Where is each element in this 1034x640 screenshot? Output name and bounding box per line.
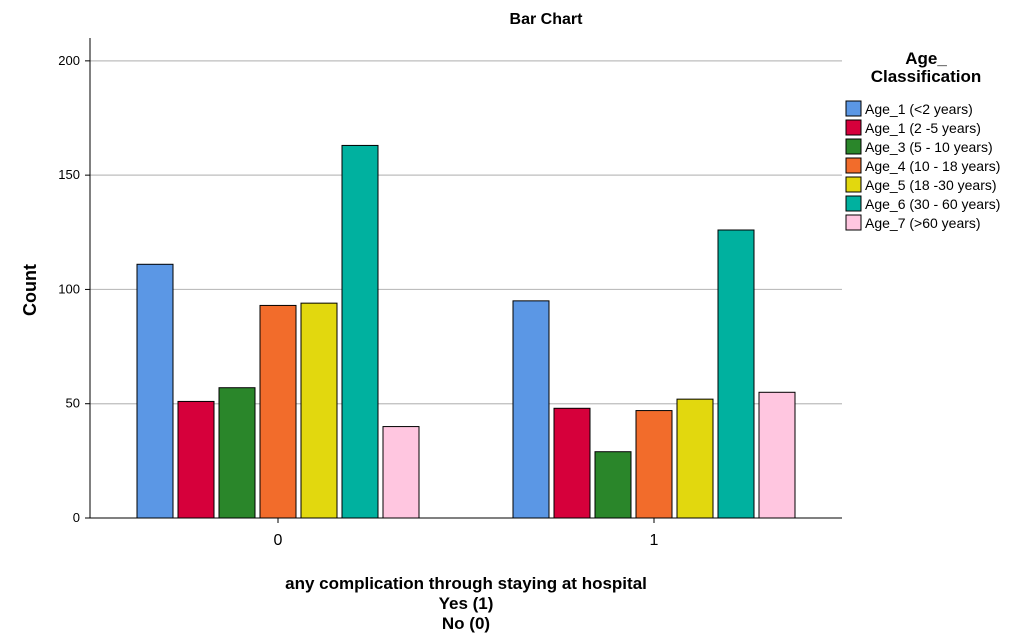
bar <box>218 387 256 519</box>
gridlines <box>90 60 842 405</box>
bar <box>717 229 755 519</box>
legend: Age_1 (<2 years) Age_1 (2 -5 years) Age_3 … <box>845 100 1000 231</box>
y-tick-label: 50 <box>66 396 80 411</box>
y-axis: 0 50 100 150 200 <box>58 38 91 525</box>
bar <box>382 426 420 519</box>
legend-label: Age_1 (<2 years) <box>865 101 973 117</box>
legend-label: Age_4 (10 - 18 years) <box>865 158 1000 174</box>
legend-swatch <box>845 119 862 136</box>
legend-swatch <box>845 100 862 117</box>
y-axis-label: Count <box>20 264 40 316</box>
x-axis-label-line-3: No (0) <box>442 614 490 633</box>
x-axis-label-line-1: any complication through staying at hosp… <box>285 574 647 593</box>
x-tick-label: 0 <box>274 532 283 549</box>
bar <box>259 304 297 519</box>
y-tick-label: 150 <box>58 167 80 182</box>
chart-title: Bar Chart <box>510 11 584 28</box>
y-tick-label: 0 <box>73 510 80 525</box>
legend-swatch <box>845 214 862 231</box>
legend-swatch <box>845 157 862 174</box>
legend-title-line-1: Age_ <box>905 49 947 68</box>
legend-label: Age_5 (18 -30 years) <box>865 177 997 193</box>
y-tick-label: 200 <box>58 53 80 68</box>
bar <box>136 263 174 519</box>
legend-swatch <box>845 138 862 155</box>
y-tick-label: 100 <box>58 281 80 296</box>
legend-title-line-2: Classification <box>871 67 982 86</box>
bar <box>300 302 338 519</box>
legend-label: Age_6 (30 - 60 years) <box>865 196 1000 212</box>
legend-swatch <box>845 195 862 212</box>
bar <box>635 410 673 519</box>
bar <box>594 451 632 519</box>
legend-label: Age_3 (5 - 10 years) <box>865 139 993 155</box>
bars-group <box>136 144 796 519</box>
x-tick-label: 1 <box>650 532 659 549</box>
bar <box>758 391 796 519</box>
bar <box>553 407 591 519</box>
bar <box>341 144 379 519</box>
legend-label: Age_1 (2 -5 years) <box>865 120 981 136</box>
bar <box>676 398 714 519</box>
bar <box>177 400 215 519</box>
legend-label: Age_7 (>60 years) <box>865 215 981 231</box>
x-axis-label-line-2: Yes (1) <box>439 594 494 613</box>
legend-swatch <box>845 176 862 193</box>
bar <box>512 300 550 519</box>
